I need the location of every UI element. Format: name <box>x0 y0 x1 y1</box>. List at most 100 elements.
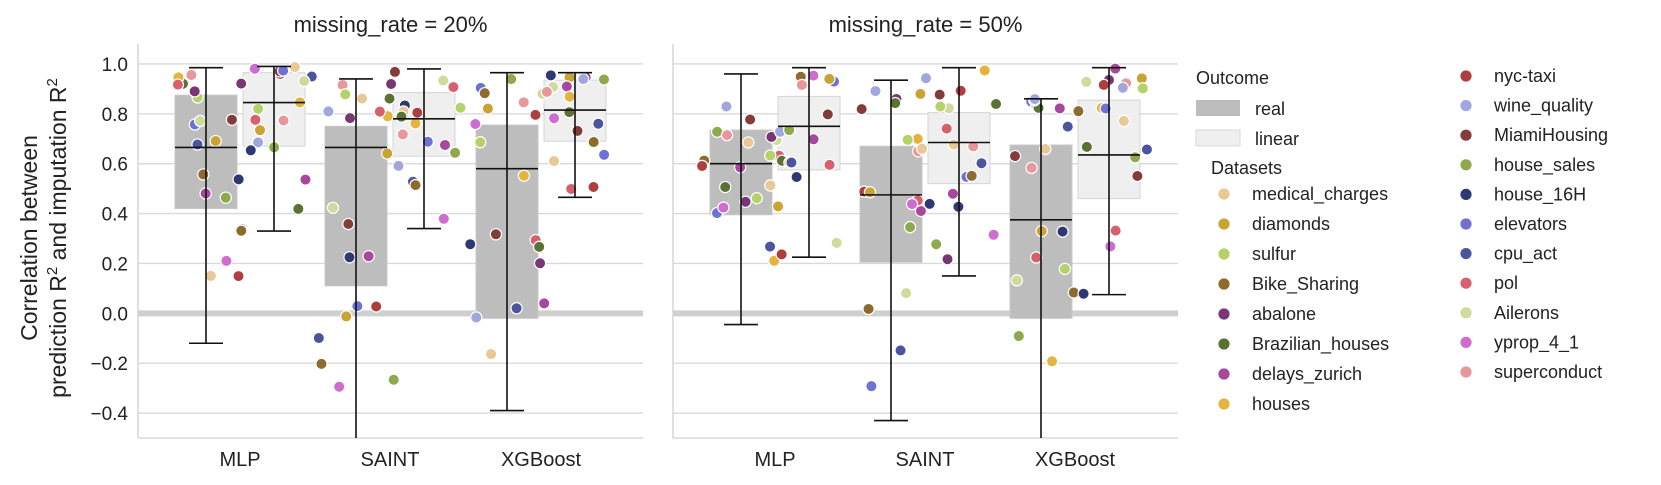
legend-outcome-real-swatch <box>1196 100 1240 116</box>
data-point <box>204 269 218 283</box>
data-point <box>470 311 483 324</box>
data-point <box>384 77 398 91</box>
data-point <box>185 68 198 82</box>
data-point <box>1045 355 1059 368</box>
data-point <box>1080 140 1094 154</box>
legend-item-wine_quality: wine_quality <box>1459 96 1593 117</box>
data-point <box>967 140 980 153</box>
data-point <box>248 62 262 75</box>
data-point <box>251 136 265 149</box>
legend-label: Bike_Sharing <box>1252 274 1359 295</box>
y-tick-label: 0.6 <box>102 155 128 176</box>
data-point <box>888 96 902 110</box>
data-point <box>343 111 357 125</box>
data-point <box>1072 104 1085 118</box>
data-point <box>342 217 355 231</box>
whisker-XGBoost-real <box>476 71 538 412</box>
data-point <box>695 159 709 173</box>
y-tick-label: 0.4 <box>102 205 129 226</box>
data-point <box>587 135 600 149</box>
legend-marker <box>1217 397 1231 411</box>
legend-label: nyc-taxi <box>1494 66 1556 86</box>
legend-item-diamonds: diamonds <box>1217 214 1330 234</box>
legend-label: wine_quality <box>1493 96 1593 117</box>
legend-item-yprop_4_1: yprop_4_1 <box>1459 332 1579 353</box>
data-point <box>987 228 1000 242</box>
data-point <box>933 88 946 101</box>
legend-label: sulfur <box>1252 244 1296 264</box>
data-point <box>978 64 991 77</box>
legend-label: house_16H <box>1494 184 1586 205</box>
data-point <box>395 110 408 123</box>
data-point <box>597 148 611 162</box>
legend-item-sulfur: sulfur <box>1217 244 1296 264</box>
legend-item-nyc-taxi: nyc-taxi <box>1459 66 1556 86</box>
y-axis-label-line2: prediction R2 and imputation R2 <box>44 78 71 398</box>
legend-item-Brazilian_houses: Brazilian_houses <box>1217 334 1389 355</box>
legend-marker <box>1217 277 1231 291</box>
data-point <box>225 113 239 126</box>
legend-label: diamonds <box>1252 214 1330 234</box>
data-point <box>464 238 477 251</box>
data-point <box>232 269 245 283</box>
data-point <box>191 138 204 151</box>
panel-2: missing_rate = 50% MLP SAINT XGBoost <box>672 12 1178 471</box>
legend-datasets-title: Datasets <box>1211 158 1282 178</box>
legend-label: pol <box>1494 273 1518 293</box>
legend-label: house_sales <box>1494 155 1595 176</box>
data-point <box>421 135 434 148</box>
data-point <box>821 108 835 121</box>
data-point <box>369 300 383 313</box>
data-point <box>823 158 836 172</box>
data-point <box>764 179 777 192</box>
data-point <box>299 173 312 186</box>
y-tick-label: −0.2 <box>90 354 128 375</box>
y-tick-label: 0.8 <box>102 105 128 126</box>
data-point <box>790 170 803 184</box>
legend-label: abalone <box>1252 304 1316 324</box>
legend-item-MiamiHousing: MiamiHousing <box>1459 125 1608 145</box>
data-point <box>326 201 340 214</box>
data-point <box>1109 224 1122 237</box>
data-point <box>171 78 185 91</box>
whisker-SAINT-real <box>860 79 922 422</box>
legend-marker <box>1459 335 1473 350</box>
data-point <box>560 80 574 93</box>
data-point <box>1140 143 1154 156</box>
data-point <box>807 69 820 82</box>
data-point <box>547 154 561 168</box>
data-point <box>489 228 503 241</box>
y-axis-label-line1: Correlation between <box>16 135 42 341</box>
x-tick-label: XGBoost <box>1035 449 1115 471</box>
legend-marker <box>1459 69 1473 83</box>
whisker-SAINT-linear <box>928 66 990 277</box>
legend-marker <box>1459 187 1473 202</box>
data-point <box>351 299 364 313</box>
whisker-MLP-real <box>710 73 772 326</box>
data-point <box>563 105 576 119</box>
legend-item-houses: houses <box>1217 394 1310 414</box>
data-point <box>484 347 498 361</box>
data-point <box>915 142 929 155</box>
data-point <box>437 212 450 225</box>
data-point <box>474 136 487 149</box>
data-point <box>396 128 410 141</box>
data-point <box>717 201 730 214</box>
data-point <box>863 185 877 199</box>
whisker-MLP-real <box>175 66 237 345</box>
data-point <box>923 197 936 211</box>
whisker-MLP-linear <box>243 65 305 232</box>
data-point <box>1109 62 1122 75</box>
x-tick-label: SAINT <box>361 449 420 471</box>
data-point <box>517 96 530 109</box>
legend-label: houses <box>1252 394 1310 414</box>
legend-marker <box>1217 187 1231 201</box>
data-point <box>862 302 875 316</box>
data-point <box>587 180 600 194</box>
legend-marker <box>1459 158 1473 172</box>
panel-title: missing_rate = 50% <box>829 12 1023 37</box>
data-point <box>533 257 547 270</box>
y-tick-label: 0.0 <box>102 304 128 325</box>
y-tick-label: 1.0 <box>102 55 128 76</box>
